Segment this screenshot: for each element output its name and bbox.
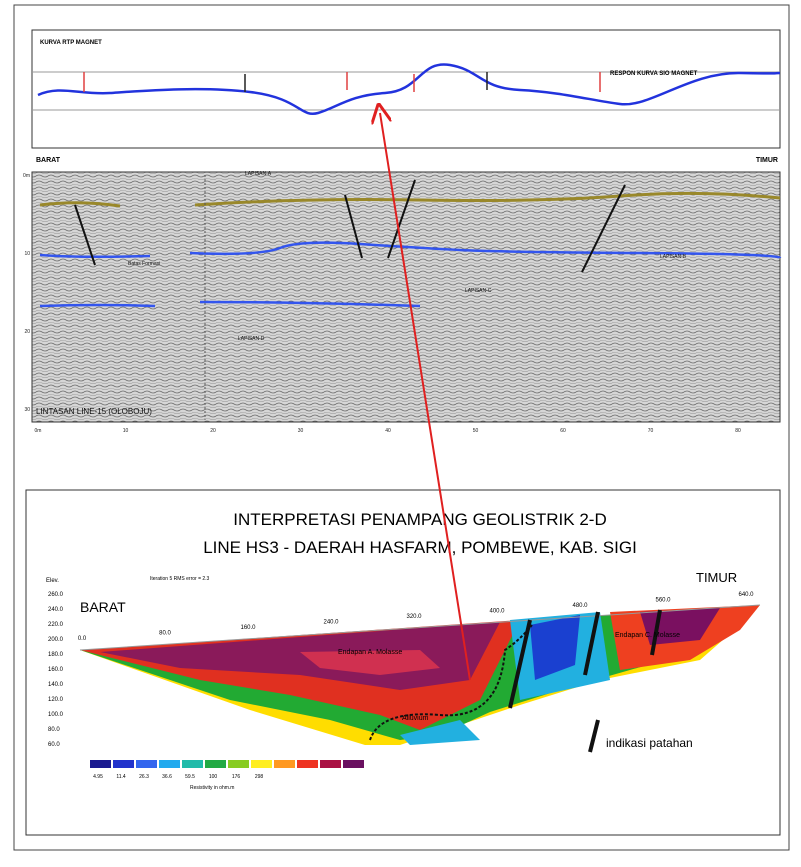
elev-tick: 260.0	[48, 592, 64, 598]
color-swatch	[343, 760, 364, 768]
y-tick-label: 30	[24, 407, 30, 413]
section-title: INTERPRETASI PENAMPANG GEOLISTRIK 2-D	[233, 510, 606, 529]
scale-label: 11.4	[116, 774, 126, 780]
x-tick-label: 30	[298, 428, 304, 434]
y-tick-label: 20	[24, 329, 30, 335]
y-tick-label: 10	[24, 251, 30, 257]
line-label: LINTASAN LINE-15 (OLOBOJU)	[36, 407, 152, 416]
layer-label: LAPISAN-D	[238, 336, 265, 342]
fault-legend: indikasi patahan	[606, 736, 693, 750]
elev-tick: 120.0	[48, 697, 64, 703]
scale-label: 36.6	[162, 774, 172, 780]
unit-label: Alluvium	[402, 715, 429, 722]
color-swatch	[90, 760, 111, 768]
layer-label: LAPISAN-A	[245, 171, 272, 177]
color-swatch	[159, 760, 180, 768]
annotation: RESPON KURVA SIO MAGNET	[610, 71, 698, 77]
unit-label: Endapan A. Molasse	[338, 649, 402, 656]
x-tick-label: 50	[473, 428, 479, 434]
x-tick-label: 0m	[35, 428, 42, 434]
elev-tick: 80.0	[48, 727, 60, 733]
scale-label: 176	[232, 774, 241, 780]
elev-tick: 140.0	[48, 682, 64, 688]
color-swatch	[274, 760, 295, 768]
x-tick-label: 40	[385, 428, 391, 434]
unit-label: Endapan C. Molasse	[615, 632, 680, 639]
east-label: TIMUR	[756, 157, 778, 164]
structure-label: Batas Formasi	[128, 261, 160, 267]
elev-tick: 240.0	[48, 607, 64, 613]
color-swatch	[228, 760, 249, 768]
distance-tick: 560.0	[655, 598, 671, 604]
scale-label: 59.5	[185, 774, 195, 780]
layer-label: LAPISAN-C	[465, 288, 492, 294]
elev-tick: 100.0	[48, 712, 64, 718]
west-label: BARAT	[80, 599, 126, 615]
scale-label: 26.3	[139, 774, 149, 780]
x-tick-label: 80	[735, 428, 741, 434]
distance-tick: 480.0	[572, 603, 588, 609]
scale-label: 298	[255, 774, 264, 780]
x-tick-label: 20	[210, 428, 216, 434]
color-swatch	[251, 760, 272, 768]
distance-tick: 320.0	[406, 614, 422, 620]
color-swatch	[320, 760, 341, 768]
distance-tick: 240.0	[323, 620, 339, 626]
figure: KURVA RTP MAGNET RESPON KURVA SIO MAGNET…	[0, 0, 801, 862]
elev-label: Elev.	[46, 578, 59, 584]
x-tick-label: 70	[648, 428, 654, 434]
color-swatch	[113, 760, 134, 768]
y-tick-label: 0m	[23, 173, 30, 179]
elev-tick: 220.0	[48, 622, 64, 628]
distance-tick: 0.0	[78, 636, 87, 642]
magnetic-panel	[32, 30, 780, 148]
scale-label: 100	[209, 774, 218, 780]
scale-label: 4.95	[93, 774, 103, 780]
elev-tick: 200.0	[48, 637, 64, 643]
layer-label: LAPISAN-B	[660, 254, 687, 260]
color-swatch	[297, 760, 318, 768]
distance-tick: 80.0	[159, 631, 171, 637]
color-swatch	[182, 760, 203, 768]
elev-tick: 160.0	[48, 667, 64, 673]
east-label: TIMUR	[696, 570, 737, 585]
panel-title: KURVA RTP MAGNET	[40, 40, 102, 46]
x-tick-label: 10	[123, 428, 129, 434]
color-swatch	[205, 760, 226, 768]
elev-tick: 60.0	[48, 742, 60, 748]
west-label: BARAT	[36, 157, 61, 164]
distance-tick: 400.0	[489, 609, 505, 615]
x-tick-label: 60	[560, 428, 566, 434]
iteration: Iteration 5 RMS error = 2.3	[150, 576, 210, 582]
distance-tick: 640.0	[738, 592, 754, 598]
scale-caption: Resistivity in ohm.m	[190, 785, 234, 791]
color-swatch	[136, 760, 157, 768]
elev-tick: 180.0	[48, 652, 64, 658]
distance-tick: 160.0	[240, 625, 256, 631]
section-subtitle: LINE HS3 - DAERAH HASFARM, POMBEWE, KAB.…	[203, 538, 637, 557]
seismic-panel	[32, 172, 780, 422]
